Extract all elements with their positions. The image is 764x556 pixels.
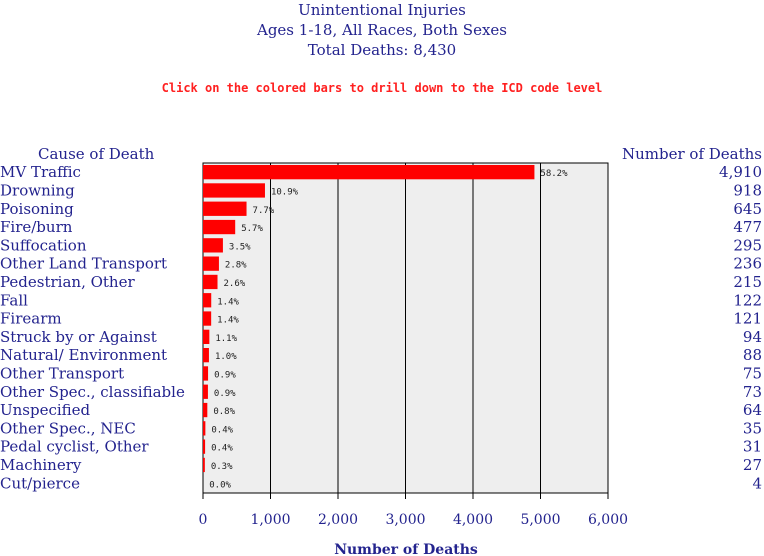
x-tick-label: 6,000 (588, 512, 628, 528)
percent-label: 0.3% (211, 462, 233, 472)
category-label: Fall (0, 291, 28, 309)
bar-firearm[interactable] (203, 311, 212, 326)
deaths-value: 4 (752, 474, 762, 492)
x-tick-label: 1,000 (250, 512, 290, 528)
deaths-value: 121 (733, 310, 762, 328)
bar-mv-traffic[interactable] (203, 165, 535, 180)
bar-fire-burn[interactable] (203, 219, 236, 235)
category-label: Cut/pierce (0, 474, 80, 492)
percent-label: 0.9% (214, 370, 236, 380)
x-tick-label: 5,000 (520, 512, 560, 528)
bar-suffocation[interactable] (203, 238, 223, 253)
category-label: Machinery (0, 456, 82, 474)
category-label: Drowning (0, 181, 75, 199)
category-label: Struck by or Against (0, 328, 157, 346)
bar-poisoning[interactable] (203, 201, 247, 216)
bar-pedestrian-other[interactable] (203, 274, 218, 290)
percent-label: 0.4% (211, 425, 233, 435)
category-label: Suffocation (0, 236, 87, 254)
category-label: Poisoning (0, 200, 74, 218)
bar-other-spec-nec[interactable] (203, 421, 206, 436)
chart-subtitle: Ages 1-18, All Races, Both Sexes (257, 21, 507, 39)
deaths-value: 35 (743, 419, 762, 437)
percent-label: 58.2% (540, 169, 568, 179)
bar-other-spec-classifiable[interactable] (203, 384, 208, 399)
percent-label: 1.4% (217, 297, 239, 307)
category-label: Other Transport (0, 364, 124, 382)
deaths-value: 31 (743, 438, 762, 456)
bar-natural-environment[interactable] (203, 348, 209, 363)
x-tick-label: 0 (199, 512, 208, 528)
deaths-value: 236 (733, 255, 762, 273)
x-tick-label: 2,000 (318, 512, 358, 528)
x-tick-label: 3,000 (385, 512, 425, 528)
category-label: Unspecified (0, 401, 91, 419)
percent-label: 10.9% (271, 187, 299, 197)
category-label: Other Land Transport (0, 255, 167, 273)
percent-label: 2.6% (224, 279, 246, 289)
bar-struck-by-or-against[interactable] (203, 329, 210, 344)
category-label: Natural/ Environment (0, 346, 167, 364)
percent-label: 1.4% (217, 316, 239, 326)
percent-label: 5.7% (241, 224, 263, 234)
percent-label: 7.7% (253, 206, 275, 216)
deaths-value: 215 (733, 273, 762, 291)
bar-other-transport[interactable] (203, 366, 209, 381)
category-label: Pedal cyclist, Other (0, 438, 149, 456)
deaths-value: 4,910 (719, 163, 762, 181)
chart-title: Unintentional Injuries (298, 1, 466, 19)
deaths-value: 88 (743, 346, 762, 364)
bar-other-land-transport[interactable] (203, 256, 219, 271)
drill-down-notice: Click on the colored bars to drill down … (161, 81, 603, 95)
category-label: Fire/burn (0, 218, 73, 236)
total-deaths: Total Deaths: 8,430 (307, 41, 457, 59)
bar-drowning[interactable] (203, 183, 265, 198)
category-label: Other Spec., NEC (0, 419, 136, 437)
category-label: Firearm (0, 310, 62, 328)
deaths-value: 64 (743, 401, 762, 419)
percent-label: 0.9% (214, 389, 236, 399)
cause-column-header: Cause of Death (38, 145, 155, 163)
percent-label: 2.8% (225, 261, 247, 271)
deaths-value: 122 (733, 291, 762, 309)
deaths-value: 94 (743, 328, 762, 346)
percent-label: 1.0% (215, 352, 237, 362)
deaths-column-header: Number of Deaths (621, 145, 762, 163)
deaths-value: 73 (743, 383, 762, 401)
deaths-value: 27 (743, 456, 762, 474)
x-axis-title: Number of Deaths (334, 542, 478, 556)
category-label: MV Traffic (0, 163, 81, 181)
deaths-value: 645 (733, 200, 762, 218)
bar-fall[interactable] (203, 293, 212, 308)
bar-machinery[interactable] (203, 457, 205, 473)
bar-pedal-cyclist-other[interactable] (203, 439, 206, 454)
percent-label: 1.1% (215, 334, 237, 344)
category-label: Other Spec., classifiable (0, 383, 185, 401)
percent-label: 3.5% (229, 242, 251, 252)
deaths-value: 75 (743, 364, 762, 382)
x-tick-label: 4,000 (453, 512, 493, 528)
deaths-value: 918 (733, 181, 762, 199)
category-label: Pedestrian, Other (0, 273, 135, 291)
percent-label: 0.4% (211, 444, 233, 454)
deaths-value: 295 (733, 236, 762, 254)
bar-unspecified[interactable] (203, 402, 208, 418)
deaths-value: 477 (733, 218, 762, 236)
percent-label: 0.8% (213, 407, 235, 417)
percent-label: 0.0% (209, 480, 231, 490)
